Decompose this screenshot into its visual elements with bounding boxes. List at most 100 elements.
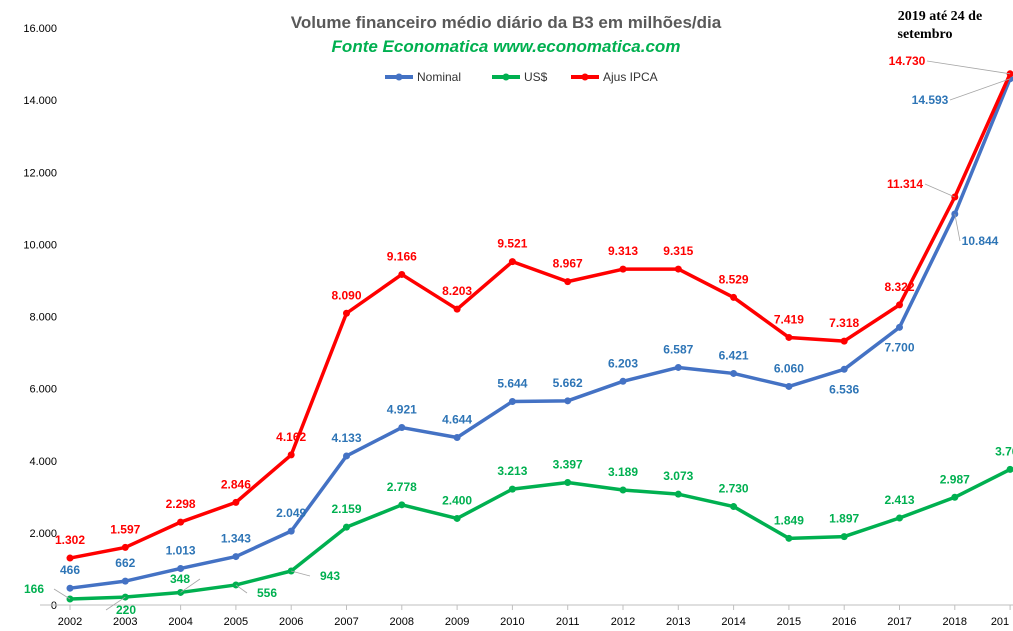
data-point bbox=[896, 301, 903, 309]
y-axis: 0 2.000 4.000 6.000 8.000 10.000 12.000 14.000 1… bbox=[23, 23, 57, 612]
series-line-2 bbox=[69, 73, 1012, 560]
data-point bbox=[232, 498, 240, 506]
data-label: 1.343 bbox=[221, 532, 251, 546]
legend-marker bbox=[502, 73, 510, 81]
data-point bbox=[66, 584, 74, 592]
data-label: 8.203 bbox=[442, 284, 472, 298]
x-tick-label: 2004 bbox=[168, 616, 192, 628]
y-tick-label: 4.000 bbox=[29, 456, 57, 468]
data-point bbox=[730, 369, 738, 377]
data-label: 466 bbox=[60, 563, 80, 577]
y-tick-label: 0 bbox=[51, 600, 57, 612]
data-label: 3.213 bbox=[497, 464, 527, 478]
series-layer bbox=[66, 70, 1013, 603]
data-label: 7.318 bbox=[829, 316, 859, 330]
x-tick-label: 2008 bbox=[390, 616, 414, 628]
data-point bbox=[785, 534, 793, 542]
data-point bbox=[785, 382, 793, 390]
data-label: 3.760 bbox=[995, 444, 1013, 458]
data-point bbox=[453, 305, 461, 313]
x-tick-label: 2017 bbox=[887, 616, 911, 628]
legend: Nominal US$ Ajus IPCA bbox=[385, 70, 658, 84]
x-tick-label: 201 bbox=[991, 616, 1009, 628]
data-label: 2.730 bbox=[719, 482, 749, 496]
data-label: 9.166 bbox=[387, 249, 417, 263]
data-point bbox=[840, 533, 848, 541]
data-point bbox=[785, 333, 793, 341]
x-tick-label: 2013 bbox=[666, 616, 690, 628]
x-tick-label: 2018 bbox=[943, 616, 967, 628]
data-point bbox=[951, 493, 959, 501]
data-label: 7.700 bbox=[884, 340, 914, 354]
data-label: 3.073 bbox=[663, 469, 693, 483]
x-tick-label: 2012 bbox=[611, 616, 635, 628]
leader-line bbox=[53, 588, 71, 600]
chart-note-line-1: 2019 até 24 de bbox=[898, 9, 982, 24]
data-label: 9.313 bbox=[608, 244, 638, 258]
data-point bbox=[343, 309, 350, 317]
chart-subtitle: Fonte Economatica www.economatica.com bbox=[332, 37, 681, 56]
x-tick-label: 2014 bbox=[721, 616, 745, 628]
data-label: 14.593 bbox=[912, 93, 949, 107]
legend-label: US$ bbox=[524, 70, 548, 84]
legend-marker bbox=[581, 73, 589, 81]
data-label: 166 bbox=[24, 582, 44, 596]
y-tick-label: 12.000 bbox=[23, 167, 57, 179]
data-label: 4.133 bbox=[331, 431, 361, 445]
y-tick-label: 6.000 bbox=[29, 384, 57, 396]
data-label: 2.298 bbox=[166, 497, 196, 511]
data-label: 8.090 bbox=[331, 288, 361, 302]
data-label: 1.849 bbox=[774, 513, 804, 527]
data-label: 6.536 bbox=[829, 382, 859, 396]
y-tick-label: 16.000 bbox=[23, 23, 57, 35]
data-label: 2.778 bbox=[387, 480, 417, 494]
x-tick-label: 2009 bbox=[445, 616, 469, 628]
x-tick-label: 2007 bbox=[334, 616, 358, 628]
x-tick-label: 2005 bbox=[224, 616, 248, 628]
data-label: 4.644 bbox=[442, 413, 472, 427]
data-label: 6.421 bbox=[719, 348, 749, 362]
y-tick-label: 2.000 bbox=[29, 528, 57, 540]
data-point bbox=[66, 554, 74, 562]
data-point bbox=[121, 577, 129, 585]
data-label: 8.967 bbox=[553, 257, 583, 271]
data-point bbox=[453, 434, 461, 442]
leader-line bbox=[180, 578, 201, 593]
leader-line bbox=[954, 213, 961, 242]
data-label: 9.315 bbox=[663, 244, 693, 258]
data-point bbox=[619, 377, 627, 385]
leader-line bbox=[291, 570, 311, 577]
data-label: 2.846 bbox=[221, 477, 251, 491]
data-label: 6.587 bbox=[663, 342, 693, 356]
data-point bbox=[730, 503, 738, 511]
x-tick-label: 2011 bbox=[556, 616, 580, 628]
data-label: 11.314 bbox=[887, 177, 923, 191]
chart-title: Volume financeiro médio diário da B3 em … bbox=[291, 13, 722, 32]
data-point bbox=[177, 518, 185, 526]
data-point bbox=[619, 486, 627, 494]
data-point bbox=[840, 365, 848, 373]
data-point bbox=[508, 397, 516, 405]
data-label: 1.013 bbox=[166, 543, 196, 557]
data-point bbox=[564, 397, 572, 405]
data-point bbox=[398, 270, 406, 278]
data-point bbox=[674, 490, 682, 498]
data-point bbox=[398, 501, 406, 509]
x-tick-label: 2003 bbox=[113, 616, 137, 628]
data-point bbox=[453, 514, 461, 522]
data-label: 4.162 bbox=[276, 430, 306, 444]
data-point bbox=[343, 452, 350, 460]
data-point bbox=[896, 514, 903, 522]
legend-label: Nominal bbox=[417, 70, 461, 84]
data-label: 943 bbox=[320, 569, 340, 583]
data-label: 2.049 bbox=[276, 506, 306, 520]
data-point bbox=[232, 553, 240, 561]
data-label: 3.189 bbox=[608, 465, 638, 479]
data-label: 556 bbox=[257, 586, 277, 600]
data-label: 2.159 bbox=[331, 502, 361, 516]
data-label: 1.302 bbox=[55, 533, 85, 547]
data-point bbox=[287, 527, 295, 535]
data-label: 8.529 bbox=[719, 272, 749, 286]
x-tick-label: 2010 bbox=[500, 616, 524, 628]
